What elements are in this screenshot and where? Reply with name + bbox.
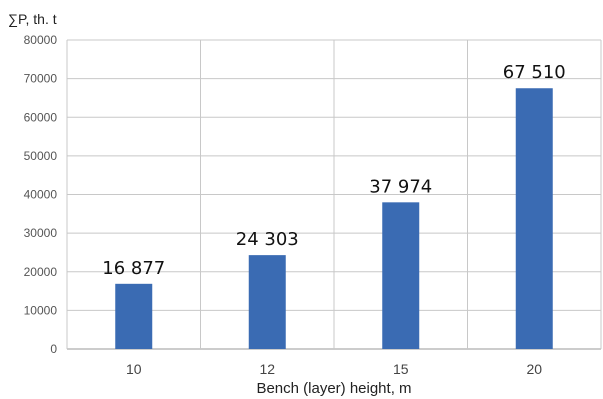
data-label-15: 37 974 xyxy=(369,176,432,197)
y-tick-label: 70000 xyxy=(24,72,58,86)
y-tick-labels: 0 10000 20000 30000 40000 50000 60000 70000 8000… xyxy=(24,33,58,356)
bar-15 xyxy=(382,202,420,349)
x-axis-label: Bench (layer) height, m xyxy=(256,380,411,397)
y-tick-label: 40000 xyxy=(24,188,58,202)
x-tick-label: 10 xyxy=(126,361,142,377)
bar-10 xyxy=(115,283,153,349)
bars xyxy=(115,88,553,350)
y-tick-label: 0 xyxy=(50,342,57,356)
data-label-10: 16 877 xyxy=(102,258,165,279)
y-tick-label: 50000 xyxy=(24,149,58,163)
y-tick-label: 80000 xyxy=(24,33,58,47)
x-tick-label: 15 xyxy=(393,361,409,377)
y-tick-label: 60000 xyxy=(24,110,58,124)
x-tick-label: 20 xyxy=(526,361,542,377)
y-tick-label: 30000 xyxy=(24,226,58,240)
y-tick-label: 10000 xyxy=(24,303,58,317)
x-tick-labels: 10 12 15 20 xyxy=(126,361,542,377)
grid-lines xyxy=(66,39,602,350)
bar-12 xyxy=(248,255,286,349)
y-axis-label: ∑P, th. t xyxy=(8,11,57,27)
data-label-20: 67 510 xyxy=(503,62,566,83)
data-label-12: 24 303 xyxy=(236,229,299,250)
data-labels: 16 877 24 303 37 974 67 510 xyxy=(102,62,565,279)
y-tick-label: 20000 xyxy=(24,265,58,279)
x-tick-label: 12 xyxy=(259,361,275,377)
bar-20 xyxy=(515,88,553,350)
